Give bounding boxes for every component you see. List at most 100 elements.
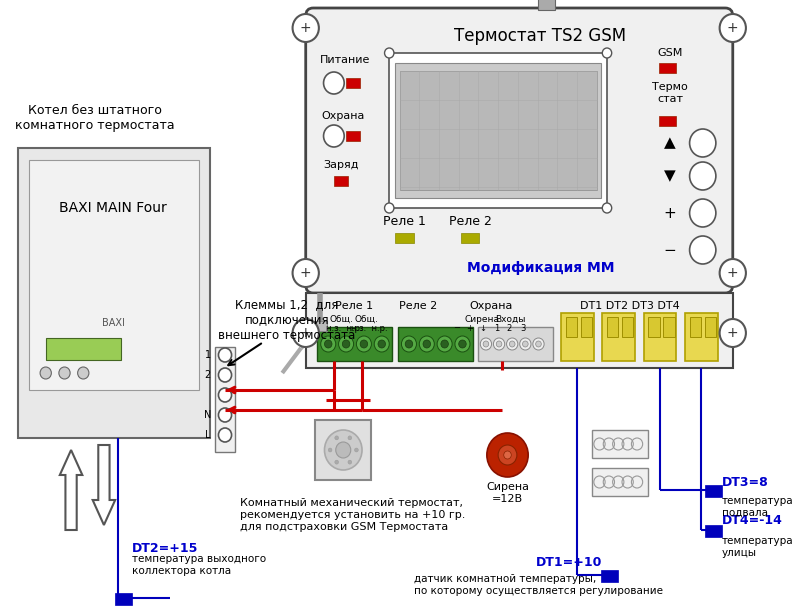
Circle shape bbox=[40, 367, 51, 379]
Bar bbox=[18, 148, 210, 438]
Text: N: N bbox=[203, 410, 211, 420]
Text: 1: 1 bbox=[494, 324, 499, 333]
Circle shape bbox=[325, 430, 362, 470]
Bar bbox=[644, 313, 677, 361]
Bar bbox=[705, 317, 716, 337]
Circle shape bbox=[496, 341, 502, 347]
Text: 3: 3 bbox=[520, 324, 526, 333]
Circle shape bbox=[602, 48, 612, 58]
Bar bbox=[602, 570, 618, 582]
Bar bbox=[566, 317, 577, 337]
Text: BAXI: BAXI bbox=[102, 318, 125, 328]
Text: Заряд: Заряд bbox=[324, 160, 359, 170]
Circle shape bbox=[402, 336, 417, 352]
Bar bbox=[658, 116, 675, 126]
Circle shape bbox=[423, 340, 430, 348]
Circle shape bbox=[419, 336, 434, 352]
Polygon shape bbox=[93, 445, 115, 525]
Circle shape bbox=[504, 451, 511, 459]
Text: GSM: GSM bbox=[657, 48, 682, 58]
Text: Клеммы 1,2  для
подключения
внешнего термостата: Клеммы 1,2 для подключения внешнего терм… bbox=[218, 298, 355, 341]
Text: +: + bbox=[466, 324, 474, 333]
Text: +: + bbox=[663, 206, 676, 220]
Bar bbox=[312, 321, 327, 331]
Bar bbox=[346, 131, 360, 141]
Text: +: + bbox=[300, 326, 311, 340]
Text: датчик комнатной температуры,
по которому осуществляется регулирование: датчик комнатной температуры, по котором… bbox=[414, 574, 662, 596]
Text: −: − bbox=[663, 243, 676, 257]
Bar bbox=[581, 317, 592, 337]
Text: +: + bbox=[727, 266, 738, 280]
Circle shape bbox=[354, 448, 358, 452]
Circle shape bbox=[536, 341, 542, 347]
Bar bbox=[690, 317, 701, 337]
Circle shape bbox=[218, 348, 231, 362]
Circle shape bbox=[690, 199, 716, 227]
Circle shape bbox=[218, 368, 231, 382]
Circle shape bbox=[522, 341, 528, 347]
Circle shape bbox=[494, 338, 505, 350]
Circle shape bbox=[342, 340, 350, 348]
Circle shape bbox=[378, 340, 386, 348]
Text: +: + bbox=[727, 326, 738, 340]
Text: Общ.: Общ. bbox=[330, 314, 354, 324]
Text: н.з.  н.р.: н.з. н.р. bbox=[351, 324, 388, 333]
Text: Охрана: Охрана bbox=[470, 301, 514, 311]
Text: Охрана: Охрана bbox=[322, 111, 365, 121]
Circle shape bbox=[690, 129, 716, 157]
Bar bbox=[214, 347, 235, 452]
Bar bbox=[622, 317, 634, 337]
Text: +: + bbox=[727, 21, 738, 35]
Circle shape bbox=[335, 436, 338, 440]
Circle shape bbox=[602, 203, 612, 213]
Text: 2: 2 bbox=[205, 370, 211, 380]
Bar bbox=[478, 327, 554, 361]
Text: DT3=8: DT3=8 bbox=[722, 475, 768, 489]
Text: DT1=+10: DT1=+10 bbox=[536, 556, 602, 569]
Circle shape bbox=[385, 203, 394, 213]
Bar bbox=[398, 327, 473, 361]
Text: Термостат TS2 GSM: Термостат TS2 GSM bbox=[454, 27, 626, 45]
Circle shape bbox=[336, 442, 350, 458]
Polygon shape bbox=[60, 450, 82, 530]
Bar bbox=[115, 593, 132, 605]
Bar bbox=[705, 485, 722, 497]
Bar bbox=[317, 327, 392, 361]
Bar bbox=[685, 313, 718, 361]
Text: ▼: ▼ bbox=[664, 168, 676, 184]
Text: Питание: Питание bbox=[320, 55, 370, 65]
Circle shape bbox=[335, 460, 338, 464]
Text: Сирена: Сирена bbox=[465, 314, 500, 324]
Text: температура
улицы: температура улицы bbox=[722, 536, 793, 558]
Text: Модификация ММ: Модификация ММ bbox=[466, 261, 614, 275]
Text: Общ.: Общ. bbox=[354, 314, 378, 324]
Text: L: L bbox=[206, 430, 211, 440]
Text: ↓: ↓ bbox=[480, 324, 486, 333]
Circle shape bbox=[690, 236, 716, 264]
Circle shape bbox=[520, 338, 531, 350]
Circle shape bbox=[437, 336, 452, 352]
Text: −: − bbox=[454, 324, 460, 333]
Text: Реле 2: Реле 2 bbox=[449, 214, 491, 228]
Text: Реле 1: Реле 1 bbox=[335, 301, 374, 311]
Circle shape bbox=[458, 340, 466, 348]
Circle shape bbox=[506, 338, 518, 350]
Circle shape bbox=[325, 340, 332, 348]
Text: DT4=-14: DT4=-14 bbox=[722, 513, 782, 526]
Text: температура
подвала: температура подвала bbox=[722, 496, 793, 518]
Text: DT2=+15: DT2=+15 bbox=[132, 542, 198, 554]
Circle shape bbox=[293, 319, 319, 347]
Bar bbox=[395, 233, 414, 243]
Bar bbox=[315, 420, 371, 480]
Bar bbox=[399, 71, 597, 190]
Text: температура выходного
коллектора котла: температура выходного коллектора котла bbox=[132, 554, 266, 576]
FancyBboxPatch shape bbox=[306, 8, 733, 293]
Bar bbox=[663, 317, 674, 337]
Circle shape bbox=[328, 448, 332, 452]
Circle shape bbox=[218, 388, 231, 402]
Text: +: + bbox=[300, 21, 311, 35]
Bar bbox=[705, 525, 722, 537]
Circle shape bbox=[374, 336, 390, 352]
Circle shape bbox=[293, 14, 319, 42]
Text: DT1 DT2 DT3 DT4: DT1 DT2 DT3 DT4 bbox=[580, 301, 679, 311]
